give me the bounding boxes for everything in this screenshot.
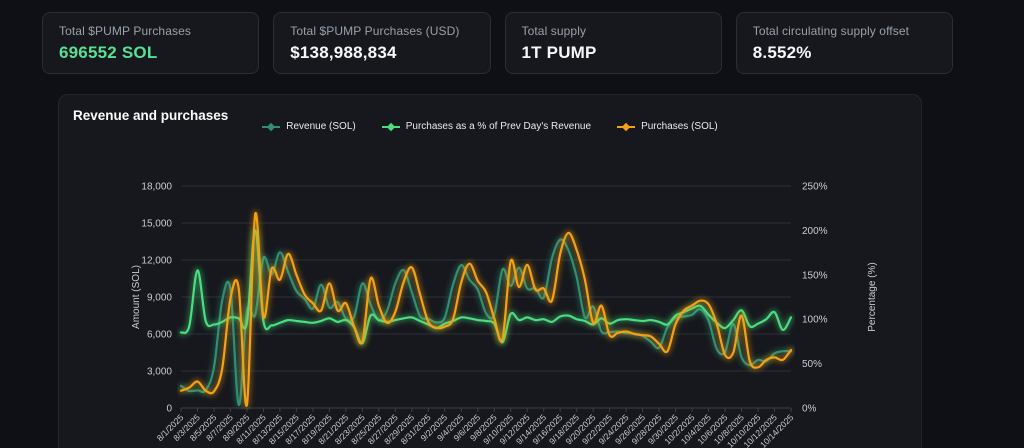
y-left-tick-label: 6,000 (147, 330, 172, 341)
y-left-tick-label: 12,000 (141, 256, 172, 267)
stat-label: Total supply (521, 24, 587, 38)
stat-value: 8.552% (752, 43, 812, 62)
stat-card-total-pump-purchases: Total $PUMP Purchases 696552 SOL (42, 12, 260, 74)
y-right-tick-label: 100% (802, 315, 828, 326)
chart-legend: Revenue (SOL) Purchases as a % of Prev D… (59, 121, 921, 132)
stat-label: Total $PUMP Purchases (59, 24, 191, 38)
stat-card-circulating-supply-offset: Total circulating supply offset 8.552% (735, 12, 953, 74)
legend-item-purchases[interactable]: Purchases (SOL) (617, 121, 718, 132)
purchases-percent-series-marker-icon (381, 122, 400, 132)
revenue-line (179, 238, 793, 406)
stat-label: Total $PUMP Purchases (USD) (290, 24, 460, 38)
stat-card-total-supply: Total supply 1T PUMP (504, 12, 722, 74)
purchases-series-marker-icon (617, 122, 636, 132)
y-right-tick-label: 0% (802, 404, 817, 415)
y-left-tick-label: 15,000 (141, 219, 172, 230)
line-chart-canvas[interactable]: 0 3,000 6,000 9,000 12,000 15,000 18,000 0% 50% 1… (59, 95, 923, 448)
y-left-tick-label: 3,000 (147, 367, 172, 378)
stat-value: 1T PUMP (521, 43, 597, 62)
y-right-tick-label: 50% (802, 359, 822, 370)
y-left-axis-title: Amount (SOL) (131, 265, 142, 329)
stats-row: Total $PUMP Purchases 696552 SOL Total $… (42, 12, 953, 74)
legend-label: Revenue (SOL) (286, 121, 356, 132)
legend-label: Purchases (SOL) (641, 121, 718, 132)
stat-value: 696552 SOL (59, 43, 158, 62)
y-right-tick-label: 150% (802, 270, 828, 281)
stat-label: Total circulating supply offset (752, 24, 910, 38)
y-right-axis-title: Percentage (%) (867, 262, 878, 331)
y-right-tick-label: 250% (802, 182, 828, 193)
revenue-series-marker-icon (262, 122, 281, 132)
revenue-line-group (178, 236, 794, 408)
stat-value: $138,988,834 (290, 43, 397, 62)
chart-title: Revenue and purchases (73, 108, 229, 123)
y-left-tick-label: 18,000 (141, 182, 172, 193)
y-left-tick-label: 9,000 (147, 293, 172, 304)
legend-item-revenue[interactable]: Revenue (SOL) (262, 121, 356, 132)
revenue-purchases-panel: Revenue and purchases Revenue (SOL) Purc… (58, 94, 922, 448)
purchases-line (179, 212, 793, 407)
stat-card-total-pump-purchases-usd: Total $PUMP Purchases (USD) $138,988,834 (273, 12, 491, 74)
y-right-tick-label: 200% (802, 226, 828, 237)
legend-item-purchases-percent[interactable]: Purchases as a % of Prev Day's Revenue (381, 121, 592, 132)
y-left-tick-label: 0 (166, 404, 172, 415)
purchases-line-group (178, 210, 794, 409)
legend-label: Purchases as a % of Prev Day's Revenue (405, 121, 592, 132)
